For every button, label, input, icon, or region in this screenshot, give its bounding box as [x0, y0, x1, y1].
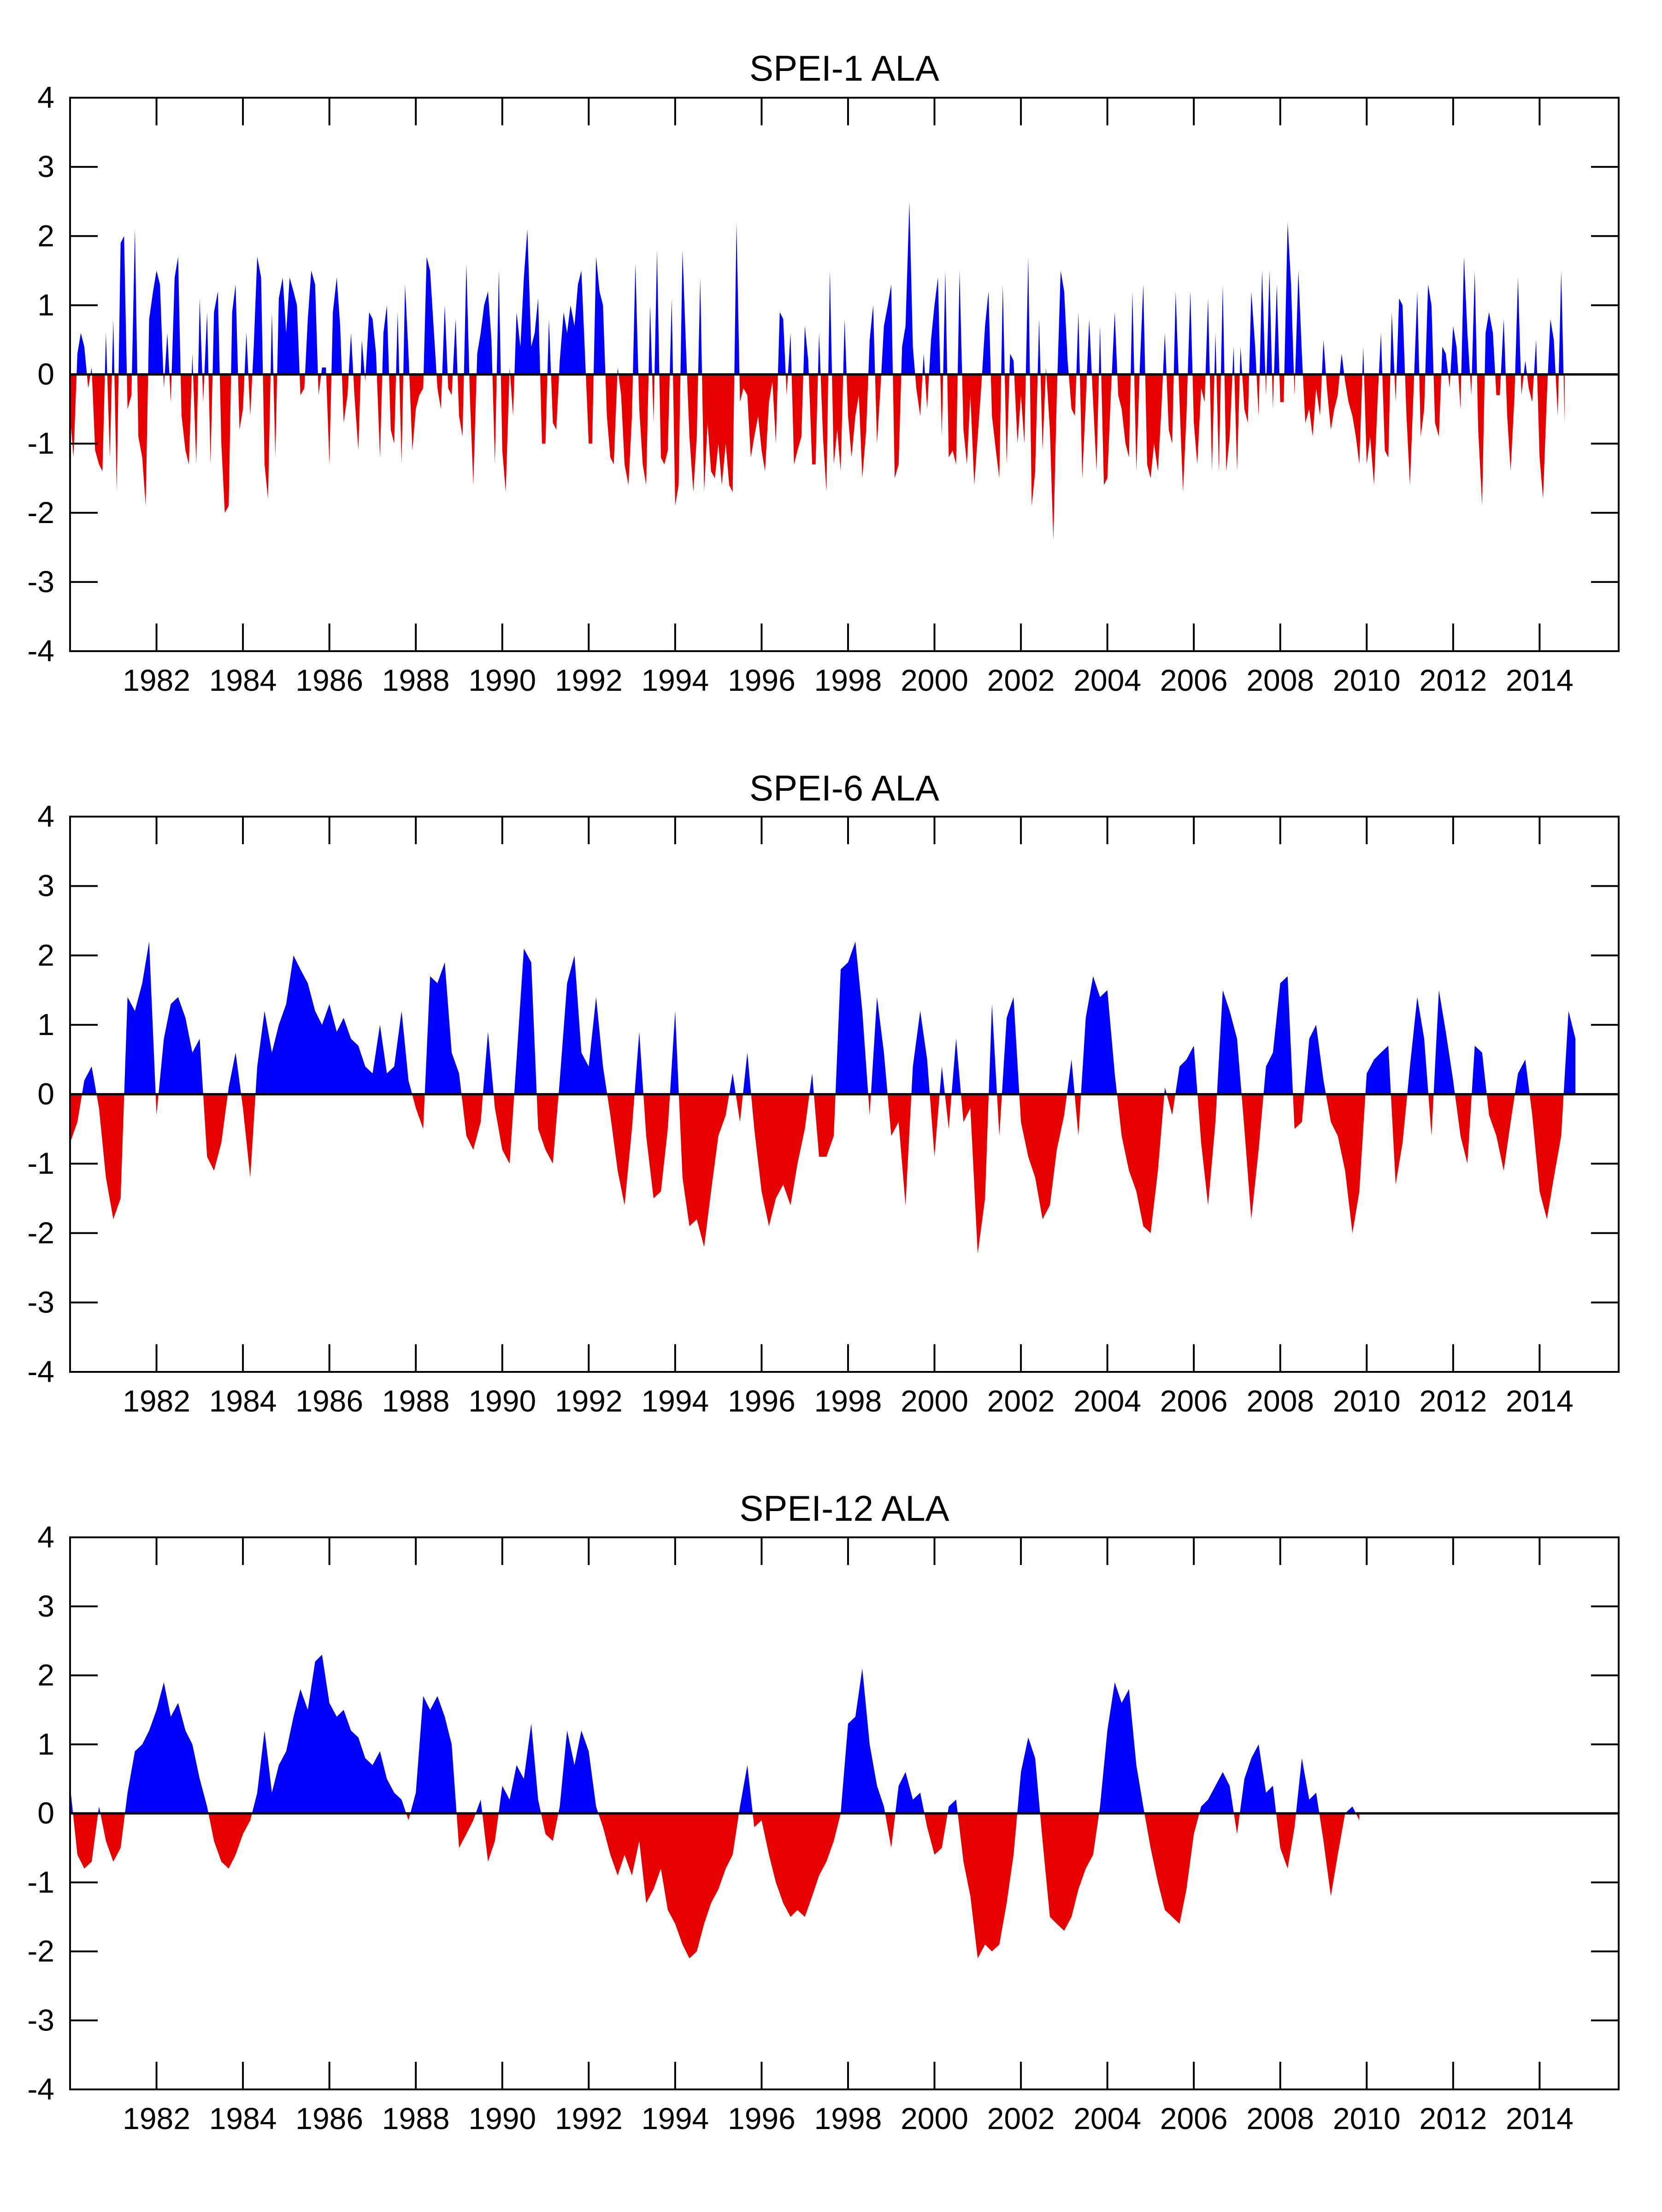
- x-tick-label: 2004: [1073, 2101, 1141, 2136]
- x-tick-label: 2012: [1419, 2101, 1487, 2136]
- x-tick-label: 2004: [1073, 1384, 1141, 1418]
- x-tick-label: 1984: [209, 663, 277, 697]
- x-tick-label: 2002: [987, 663, 1055, 697]
- y-tick-label: 2: [37, 218, 54, 253]
- x-tick-label: 1982: [123, 2101, 190, 2136]
- x-tick-label: 2014: [1506, 663, 1574, 697]
- y-tick-label: -4: [27, 1354, 54, 1388]
- x-tick-label: 2000: [901, 1384, 968, 1418]
- negative-area: [70, 1094, 1576, 1254]
- x-tick-label: 2008: [1246, 663, 1314, 697]
- x-tick-label: 1998: [814, 663, 882, 697]
- x-tick-label: 1988: [382, 663, 450, 697]
- x-tick-label: 2008: [1246, 1384, 1314, 1418]
- x-tick-label: 2002: [987, 2101, 1055, 2136]
- y-tick-label: 0: [37, 1077, 54, 1111]
- x-tick-label: 2014: [1506, 1384, 1574, 1418]
- x-tick-label: 1988: [382, 2101, 450, 2136]
- y-tick-label: 3: [37, 149, 54, 183]
- y-tick-label: 1: [37, 1727, 54, 1761]
- x-tick-label: 1994: [641, 663, 709, 697]
- y-tick-label: 3: [37, 869, 54, 903]
- y-tick-label: 0: [37, 1796, 54, 1830]
- y-tick-label: -3: [27, 565, 54, 599]
- x-tick-label: 1996: [728, 1384, 796, 1418]
- chart-panel: 4 3 2 1 0 -1 -2 -3 -4 1982 1984 1986 1988 1990 1992 199…: [27, 1488, 1620, 2136]
- x-tick-label: 1996: [728, 663, 796, 697]
- x-tick-label: 1992: [555, 2101, 623, 2136]
- x-tick-label: 1994: [641, 1384, 709, 1418]
- x-tick-label: 2002: [987, 1384, 1055, 1418]
- positive-area: [70, 201, 1565, 375]
- x-tick-label: 2000: [901, 663, 968, 697]
- x-tick-label: 2010: [1333, 663, 1401, 697]
- positive-area: [70, 1654, 1360, 1813]
- x-tick-label: 1998: [814, 1384, 882, 1418]
- x-tick-label: 1990: [468, 663, 536, 697]
- y-tick-label: -3: [27, 1285, 54, 1319]
- y-tick-label: -2: [27, 1934, 54, 1968]
- chart-title: SPEI-1 ALA: [749, 48, 939, 88]
- x-tick-label: 1986: [295, 2101, 363, 2136]
- x-tick-label: 1986: [295, 663, 363, 697]
- x-tick-label: 1992: [555, 1384, 623, 1418]
- x-tick-label: 2010: [1333, 1384, 1401, 1418]
- x-tick-label: 1982: [123, 663, 190, 697]
- y-tick-label: 2: [37, 938, 54, 972]
- y-tick-label: -1: [27, 1146, 54, 1180]
- x-tick-label: 2008: [1246, 2101, 1314, 2136]
- x-tick-label: 2004: [1073, 663, 1141, 697]
- negative-area: [70, 1813, 1360, 1959]
- y-tick-label: -4: [27, 2072, 54, 2106]
- x-tick-label: 2006: [1160, 2101, 1228, 2136]
- positive-area: [70, 941, 1576, 1094]
- chart-panel: 4 3 2 1 0 -1 -2 -3 -4 1982 1984 1986 1988 1990 1992 199…: [27, 768, 1620, 1418]
- x-tick-label: 2006: [1160, 663, 1228, 697]
- x-tick-label: 1984: [209, 2101, 277, 2136]
- x-tick-label: 1984: [209, 1384, 277, 1418]
- x-tick-label: 1982: [123, 1384, 190, 1418]
- y-tick-label: -2: [27, 495, 54, 529]
- x-tick-label: 2000: [901, 2101, 968, 2136]
- chart-title: SPEI-12 ALA: [739, 1488, 949, 1529]
- chart-panel: 4 3 2 1 0 -1 -2 -3 -4 1982 1984 1986 1988 1990 1992 199…: [27, 48, 1620, 697]
- y-tick-label: 4: [37, 1520, 54, 1554]
- x-tick-label: 1988: [382, 1384, 450, 1418]
- y-tick-label: 1: [37, 288, 54, 322]
- chart-title: SPEI-6 ALA: [749, 768, 939, 808]
- y-tick-label: 3: [37, 1589, 54, 1623]
- x-tick-label: 2012: [1419, 663, 1487, 697]
- x-tick-label: 1990: [468, 2101, 536, 2136]
- y-tick-label: 1: [37, 1007, 54, 1041]
- x-tick-label: 1994: [641, 2101, 709, 2136]
- x-tick-label: 1992: [555, 663, 623, 697]
- y-tick-label: -4: [27, 634, 54, 668]
- y-tick-label: 2: [37, 1658, 54, 1692]
- y-tick-label: -1: [27, 426, 54, 460]
- x-tick-label: 1996: [728, 2101, 796, 2136]
- x-tick-label: 1998: [814, 2101, 882, 2136]
- y-tick-label: -3: [27, 2003, 54, 2037]
- x-tick-label: 1986: [295, 1384, 363, 1418]
- y-tick-label: -1: [27, 1865, 54, 1899]
- y-tick-label: -2: [27, 1216, 54, 1250]
- x-tick-label: 2014: [1506, 2101, 1574, 2136]
- x-tick-label: 2006: [1160, 1384, 1228, 1418]
- x-tick-label: 1990: [468, 1384, 536, 1418]
- y-tick-label: 4: [37, 799, 54, 833]
- x-tick-label: 2012: [1419, 1384, 1487, 1418]
- y-tick-label: 0: [37, 357, 54, 391]
- y-tick-label: 4: [37, 80, 54, 114]
- x-tick-label: 2010: [1333, 2101, 1401, 2136]
